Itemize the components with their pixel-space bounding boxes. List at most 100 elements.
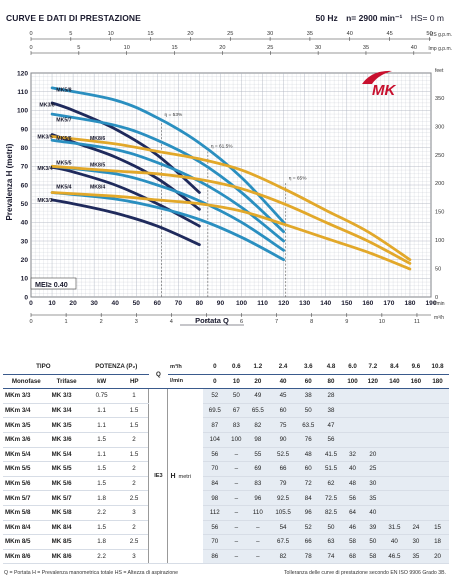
imp-tick-label: 40	[411, 45, 417, 51]
kw-header: kW	[83, 374, 120, 390]
head-value-cell: 74	[319, 549, 343, 565]
head-value-cell: –	[226, 476, 247, 492]
x-tick-label: 30	[90, 300, 98, 307]
us-tick-label: 40	[347, 31, 353, 37]
head-value-cell: 60	[296, 461, 320, 477]
head-value-cell: 72.5	[319, 490, 343, 506]
monofase-cell: MKm 3/3	[3, 388, 50, 404]
head-value-cell: 50	[296, 403, 320, 419]
trifase-cell: MK 5/4	[49, 447, 84, 463]
head-value-cell: 32	[342, 447, 363, 463]
head-value-cell: 64	[342, 505, 363, 521]
head-value-cell	[342, 432, 363, 448]
kw-cell: 1.5	[83, 432, 120, 448]
head-value-cell: 90	[269, 432, 297, 448]
monofase-header: Monofase	[3, 374, 50, 390]
head-value-cell: –	[226, 549, 247, 565]
footer-tolerance: Tolleranza delle curve di prestazione se…	[283, 570, 446, 576]
us-tick-label: 30	[267, 31, 273, 37]
trifase-cell: MK 8/4	[49, 520, 84, 536]
logo-swoosh-icon	[362, 70, 392, 84]
lmin-10: 180	[426, 374, 449, 390]
head-value-cell	[342, 417, 363, 433]
m3h-tick-label: 8	[310, 319, 313, 325]
curve-label: MK5/5	[56, 160, 71, 166]
head-value-cell: 69.5	[203, 403, 227, 419]
head-value-cell: 52.5	[269, 447, 297, 463]
x-unit-m3h: m³/h	[434, 315, 444, 321]
frequency-label: 50 Hz	[315, 13, 338, 23]
table-row: MKm 5/7 MK 5/7 1.8 2.5 98–96 92.5 84 72.5 56 35	[3, 490, 449, 506]
head-value-cell: 45	[269, 388, 297, 404]
m3h-6: 6.0	[342, 360, 363, 375]
us-tick-label: 0	[29, 31, 32, 37]
lmin-8: 140	[383, 374, 406, 390]
head-value-cell: 82	[246, 417, 270, 433]
curve-mk3-6	[50, 101, 201, 194]
head-value-cell: –	[226, 461, 247, 477]
curve-mk8-6	[50, 135, 412, 262]
head-value-cell: 18	[426, 534, 449, 550]
head-value-cell: 48	[296, 447, 320, 463]
head-value-cell: 58	[362, 549, 383, 565]
curve-mk8-5	[50, 164, 412, 265]
hp-cell: 2	[119, 520, 149, 536]
hp-cell: 1.5	[119, 417, 149, 433]
head-value-cell	[342, 403, 363, 419]
lmin-4: 60	[296, 374, 320, 390]
us-unit: US g.p.m.	[430, 32, 452, 38]
x-tick-label: 40	[112, 300, 120, 307]
kw-cell: 1.1	[83, 447, 120, 463]
head-value-cell: 35	[405, 549, 427, 565]
hp-cell: 1.5	[119, 403, 149, 419]
table-row: MKm 3/5 MK 3/5 1.1 1.5 87 83 82 75 63.5 47	[3, 417, 449, 433]
monofase-cell: MKm 5/7	[3, 490, 50, 506]
curve-mk5-8	[50, 86, 285, 224]
head-value-cell: 58	[342, 534, 363, 550]
m3h-9: 9.6	[405, 360, 427, 375]
x-tick-label: 20	[69, 300, 77, 307]
m3h-tick-label: 11	[414, 319, 420, 325]
m3h-tick-label: 9	[345, 319, 348, 325]
curve-labels: MK5/8 MK3/6 MK5/7 MK3/5 MK5/6 MK8/6 MK3/4 MK5/5…	[37, 88, 105, 204]
head-value-cell: 56	[319, 432, 343, 448]
head-value-cell	[383, 417, 406, 433]
head-value-cell	[405, 388, 427, 404]
head-value-cell: 96	[246, 490, 270, 506]
imp-tick-label: 10	[124, 45, 130, 51]
x-tick-label: 190	[425, 300, 436, 307]
feet-tick-label: 250	[435, 153, 444, 159]
y-tick-label: 110	[17, 89, 28, 96]
head-value-cell: 69	[246, 461, 270, 477]
head-value-cell: 50	[362, 534, 383, 550]
kw-cell: 1.1	[83, 403, 120, 419]
lmin-3: 40	[269, 374, 297, 390]
head-value-cell: 40	[383, 534, 406, 550]
curve-label: MK3/3	[37, 198, 52, 204]
curve-mk3-3	[50, 198, 201, 247]
head-value-cell	[405, 403, 427, 419]
curve-mk5-7	[50, 112, 285, 234]
y-tick-label: 10	[21, 276, 29, 283]
curve-mk5-4	[50, 191, 285, 262]
head-value-cell: 82.5	[319, 505, 343, 521]
head-value-cell: 104	[203, 432, 227, 448]
curve-label: MK3/5	[37, 134, 52, 140]
y-tick-label: 30	[21, 238, 29, 245]
head-value-cell: 84	[296, 490, 320, 506]
head-value-cell: 52	[203, 388, 227, 404]
y-tick-label: 20	[21, 257, 29, 264]
m3h-tick-label: 4	[170, 319, 173, 325]
head-value-cell	[426, 476, 449, 492]
head-value-cell	[383, 461, 406, 477]
imp-tick-label: 5	[77, 45, 80, 51]
monofase-cell: MKm 3/4	[3, 403, 50, 419]
head-value-cell: 83	[246, 476, 270, 492]
head-value-cell: 87	[203, 417, 227, 433]
monofase-cell: MKm 3/6	[3, 432, 50, 448]
us-tick-label: 5	[69, 31, 72, 37]
m3h-0: 0	[203, 360, 227, 375]
m3h-5: 4.8	[319, 360, 343, 375]
head-value-cell	[362, 403, 383, 419]
head-value-cell	[383, 476, 406, 492]
